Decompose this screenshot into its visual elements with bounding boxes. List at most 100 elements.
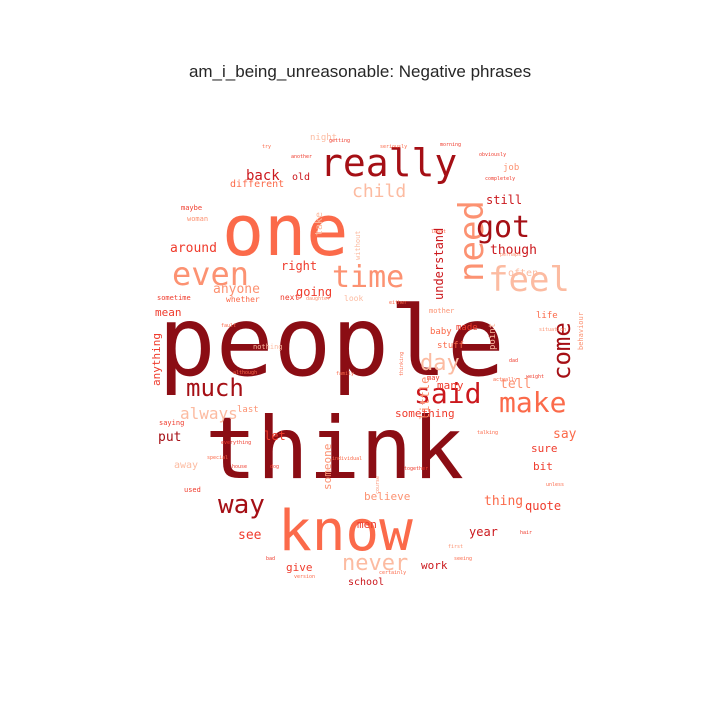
word-men: men — [357, 518, 377, 531]
word-life: life — [536, 311, 558, 321]
word-used: used — [184, 486, 201, 494]
word-day: day — [420, 351, 460, 376]
word-said: said — [414, 377, 481, 410]
word-getting: getting — [329, 138, 350, 144]
word-anyone: anyone — [213, 282, 260, 297]
word-much: much — [186, 374, 244, 402]
word-work: work — [421, 559, 448, 572]
word-give: give — [286, 561, 313, 574]
word-think: think — [205, 399, 464, 499]
word-feel: feel — [488, 260, 570, 300]
word-morning: morning — [440, 142, 461, 148]
word-right: right — [281, 259, 317, 273]
word-together: together — [404, 466, 428, 472]
word-whether: whether — [226, 295, 260, 304]
word-family: family — [336, 371, 354, 377]
word-version: version — [294, 574, 315, 580]
word-house: house — [232, 464, 247, 470]
word-first: first — [448, 544, 463, 550]
word-look: look — [344, 294, 363, 303]
word-situation: situation — [539, 327, 566, 333]
word-year: year — [469, 525, 498, 539]
chart-title: am_i_being_unreasonable: Negative phrase… — [188, 62, 532, 81]
word-away: away — [174, 460, 198, 471]
word-next: next — [280, 293, 299, 302]
word-bit: bit — [533, 460, 553, 473]
word-time: time — [332, 260, 404, 295]
word-say: say — [553, 427, 577, 442]
word-often: often — [508, 268, 538, 279]
word-understand: understand — [432, 228, 446, 300]
word-come: come — [548, 322, 576, 380]
word-child: child — [352, 181, 406, 202]
word-may: may — [427, 374, 440, 382]
word-take: take — [314, 212, 325, 236]
word-without: without — [354, 230, 362, 260]
word-baby: baby — [430, 327, 452, 337]
word-least: least — [431, 229, 446, 235]
word-fault: fault — [221, 323, 236, 329]
word-dog: dog — [270, 464, 279, 470]
word-anything: anything — [150, 333, 163, 386]
word-thinking: thinking — [399, 352, 405, 376]
word-many: many — [437, 379, 464, 392]
word-tell: tell — [500, 377, 531, 392]
word-talking: talking — [477, 430, 498, 436]
word-perhaps: perhaps — [500, 252, 521, 258]
word-let: let — [264, 429, 286, 443]
word-thing: thing — [484, 494, 523, 509]
word-obviously: obviously — [479, 152, 506, 158]
word-got: got — [476, 210, 530, 245]
word-never: never — [342, 551, 408, 576]
word-point: point — [488, 323, 498, 350]
word-make: make — [499, 386, 566, 419]
word-actually: actually — [493, 377, 517, 383]
word-someone: someone — [321, 444, 334, 490]
word-behaviour: behaviour — [577, 312, 585, 350]
word-one: one — [222, 190, 348, 272]
word-something: something — [395, 407, 455, 420]
word-put: put — [158, 430, 181, 445]
word-know: know — [278, 499, 413, 564]
word-certainly: certainly — [379, 570, 406, 576]
word-everything: everything — [221, 440, 251, 446]
word-last: last — [237, 405, 259, 415]
word-individual: individual — [332, 456, 362, 462]
word-going: going — [296, 285, 332, 299]
word-different: different — [230, 179, 284, 190]
word-mean: mean — [155, 306, 182, 319]
word-either: either — [389, 300, 407, 306]
word-really: really — [320, 141, 457, 185]
word-sure: sure — [531, 442, 558, 455]
word-special: special — [207, 455, 228, 461]
word-stuff: stuff — [437, 341, 464, 351]
word-seeing: seeing — [454, 556, 472, 562]
word-way: way — [218, 490, 265, 520]
word-even: even — [172, 255, 249, 293]
word-still: still — [486, 193, 522, 207]
word-though: though — [490, 243, 537, 258]
word-course: course — [375, 476, 381, 494]
word-need: need — [452, 200, 492, 282]
word-mother: mother — [429, 307, 454, 315]
word-back: back — [246, 168, 280, 184]
word-night: night — [310, 133, 337, 143]
word-maybe: maybe — [181, 204, 202, 212]
word-seriously: seriously — [380, 144, 407, 150]
word-school: school — [348, 577, 384, 588]
word-nothing: nothing — [253, 343, 283, 351]
word-quote: quote — [525, 499, 561, 513]
word-old: old — [292, 172, 310, 183]
word-although: although — [233, 370, 257, 376]
word-completely: completely — [485, 176, 515, 182]
word-always: always — [180, 404, 238, 423]
word-believe: believe — [364, 490, 410, 503]
word-try: try — [262, 144, 271, 150]
word-dad: dad — [509, 358, 518, 364]
word-hair: hair — [520, 530, 532, 536]
word-job: job — [503, 163, 519, 173]
word-weight: weight — [526, 374, 544, 380]
word-unless: unless — [546, 482, 564, 488]
word-made: made — [456, 323, 478, 333]
